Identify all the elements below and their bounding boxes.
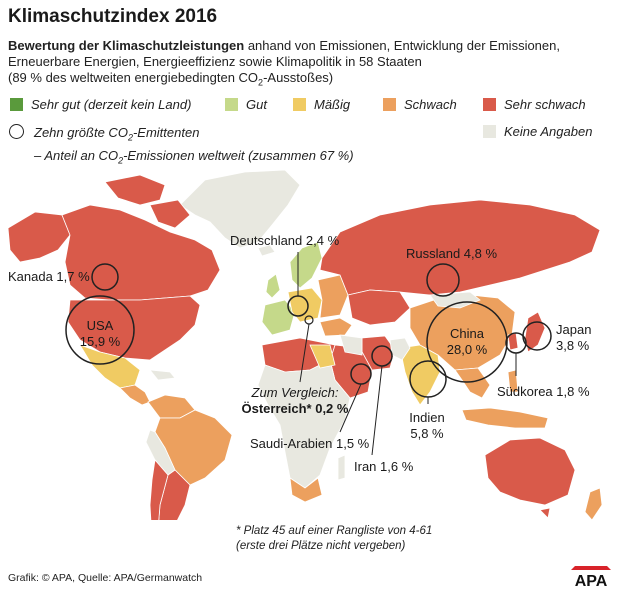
label-indien-name: Indien bbox=[409, 410, 445, 425]
label-china-value: 28,0 % bbox=[446, 342, 488, 357]
label-suedkorea: Südkorea 1,8 % bbox=[497, 384, 590, 399]
label-china-name: China bbox=[450, 326, 484, 341]
caribbean bbox=[149, 369, 176, 381]
turkey bbox=[319, 317, 353, 337]
legend-keine-angaben-label: Keine Angaben bbox=[504, 124, 593, 139]
swatch-maessig bbox=[293, 98, 306, 111]
swatch-sehr-schwach bbox=[483, 98, 496, 111]
label-indien: Indien 5,8 % bbox=[404, 410, 450, 442]
central-america bbox=[119, 384, 151, 406]
label-indien-value: 5,8 % bbox=[410, 426, 444, 441]
subtitle-line3-a: (89 % des weltweiten energiebedingten CO bbox=[8, 70, 259, 85]
credit: Grafik: © APA, Quelle: APA/Germanwatch bbox=[8, 572, 203, 584]
legend-maessig-label: Mäßig bbox=[314, 97, 351, 112]
legend-sehr-gut-label: Sehr gut (derzeit kein Land) bbox=[31, 97, 192, 112]
label-oesterreich: Österreich* 0,2 % bbox=[241, 401, 349, 416]
legend-circle-l1a: Zehn größte CO bbox=[34, 125, 128, 140]
tasmania bbox=[539, 507, 551, 519]
south-africa bbox=[289, 477, 323, 503]
kazakhstan bbox=[347, 289, 411, 326]
iceland bbox=[257, 244, 276, 257]
label-japan-name: Japan bbox=[556, 322, 592, 337]
circle-russland bbox=[426, 263, 460, 297]
iraq-syria bbox=[339, 334, 363, 356]
swatch-keine-angaben bbox=[483, 125, 496, 138]
greenland bbox=[179, 169, 301, 249]
legend-circle-l2sub: 2 bbox=[118, 155, 124, 166]
apa-logo: APA bbox=[571, 566, 611, 588]
footnote: * Platz 45 auf einer Rangliste von 4-61 … bbox=[236, 524, 432, 554]
alaska bbox=[7, 211, 71, 263]
label-kanada: Kanada 1,7 % bbox=[8, 269, 90, 284]
legend-gut: Gut bbox=[225, 97, 267, 112]
canada bbox=[61, 204, 221, 301]
subtitle: Bewertung der Klimaschutzleistungen anha… bbox=[8, 38, 608, 91]
footnote-line2: (erste drei Plätze nicht vergeben) bbox=[236, 540, 406, 552]
legend-schwach: Schwach bbox=[383, 97, 457, 112]
legend-gut-label: Gut bbox=[246, 97, 267, 112]
label-china: China 28,0 % bbox=[440, 326, 494, 358]
circle-usa bbox=[65, 295, 135, 365]
label-vergleich: Zum Vergleich: Österreich* 0,2 % bbox=[230, 385, 360, 417]
circle-kanada bbox=[91, 263, 119, 291]
chile bbox=[149, 459, 169, 520]
page-title: Klimaschutzindex 2016 bbox=[8, 6, 218, 27]
legend-circle-l2a: – Anteil an CO bbox=[34, 147, 119, 163]
leader-oesterreich bbox=[299, 323, 310, 383]
australia bbox=[484, 437, 576, 506]
label-russland: Russland 4,8 % bbox=[406, 246, 498, 261]
canada-islands-2 bbox=[149, 199, 191, 229]
subtitle-bold: Bewertung der Klimaschutzleistungen bbox=[8, 38, 245, 53]
label-saudi: Saudi-Arabien 1,5 % bbox=[250, 436, 370, 451]
label-usa-name: USA bbox=[86, 318, 114, 333]
legend-sehr-schwach: Sehr schwach bbox=[483, 97, 586, 112]
legend-maessig: Mäßig bbox=[293, 97, 350, 112]
circle-china bbox=[426, 301, 508, 383]
legend-keine-angaben: Keine Angaben bbox=[483, 124, 592, 139]
new-zealand bbox=[584, 487, 603, 520]
indonesia bbox=[461, 407, 549, 429]
apa-logo-bar bbox=[571, 566, 611, 570]
legend-sehr-schwach-label: Sehr schwach bbox=[504, 97, 586, 112]
subtitle-sub: 2 bbox=[258, 77, 264, 88]
swatch-schwach bbox=[383, 98, 396, 111]
label-vergleich-line: Zum Vergleich: bbox=[251, 385, 339, 400]
label-iran: Iran 1,6 % bbox=[354, 459, 414, 474]
footnote-line1: * Platz 45 auf einer Rangliste von 4-61 bbox=[236, 525, 433, 537]
label-deutschland: Deutschland 2,4 % bbox=[230, 233, 340, 248]
label-japan: Japan 3,8 % bbox=[556, 322, 596, 354]
world-map bbox=[7, 169, 603, 520]
legend-circle-text: Zehn größte CO2-Emittenten – Anteil an C… bbox=[34, 124, 354, 169]
subtitle-line3-b: -Ausstoßes) bbox=[263, 70, 334, 85]
canada-islands bbox=[104, 174, 166, 206]
subtitle-rest: anhand von Emissionen, Entwicklung der E… bbox=[8, 38, 560, 69]
legend-circle-l1sub: 2 bbox=[127, 132, 133, 143]
legend-sehr-gut: Sehr gut (derzeit kein Land) bbox=[10, 97, 191, 112]
label-japan-value: 3,8 % bbox=[556, 338, 590, 353]
swatch-gut bbox=[225, 98, 238, 111]
leader-iran bbox=[371, 365, 383, 456]
apa-logo-text: APA bbox=[575, 573, 608, 588]
leader-saudi bbox=[339, 383, 362, 433]
egypt bbox=[309, 344, 336, 369]
swatch-sehr-gut bbox=[10, 98, 23, 111]
legend-circle-icon bbox=[9, 124, 24, 139]
scandinavia bbox=[289, 241, 323, 289]
southeast-asia bbox=[454, 367, 491, 399]
uk bbox=[265, 273, 281, 299]
france-iberia bbox=[261, 299, 296, 336]
legend-schwach-label: Schwach bbox=[404, 97, 457, 112]
legend-circle-l2b: -Emissionen weltweit (zusammen 67 %) bbox=[123, 147, 354, 163]
legend-circle-l1b: -Emittenten bbox=[132, 125, 200, 140]
madagascar bbox=[337, 454, 346, 481]
label-usa-value: 15,9 % bbox=[79, 334, 121, 349]
label-usa: USA 15,9 % bbox=[74, 318, 126, 350]
